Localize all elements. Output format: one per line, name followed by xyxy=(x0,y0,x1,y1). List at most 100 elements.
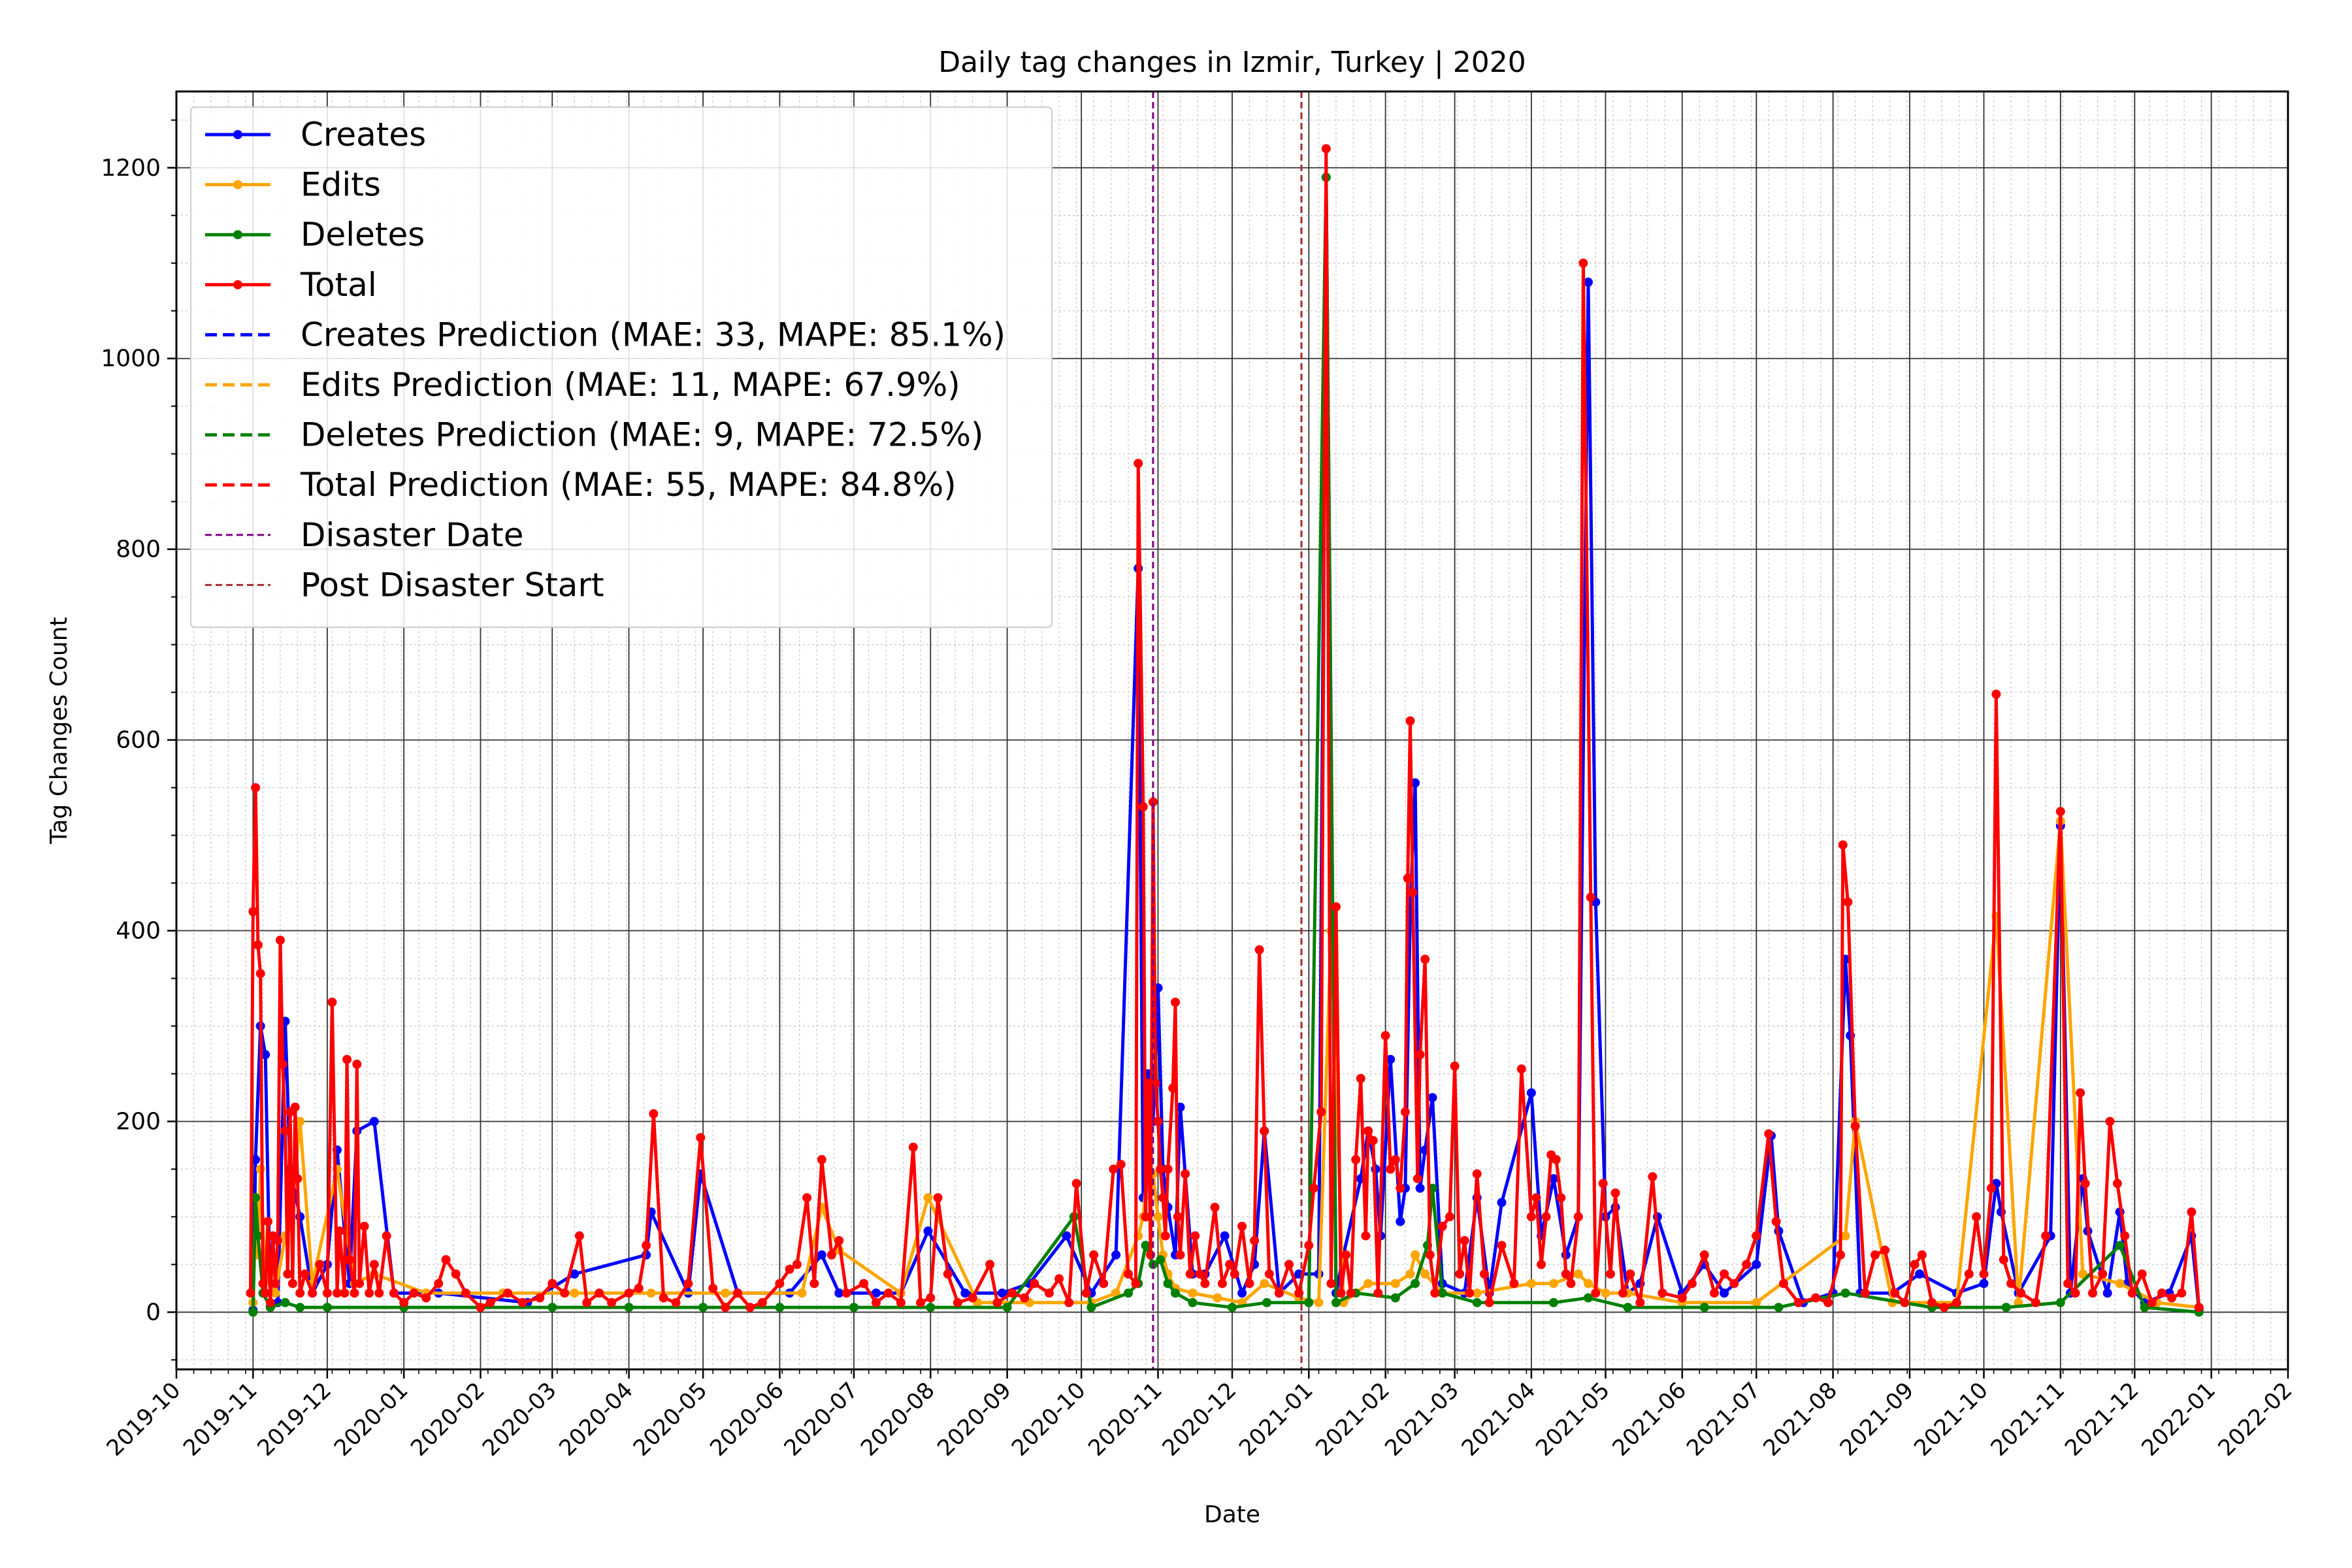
data-point-total xyxy=(1917,1250,1927,1260)
data-point-total xyxy=(1200,1279,1210,1288)
data-point-total xyxy=(1710,1288,1719,1298)
data-point-total xyxy=(1425,1250,1435,1260)
data-point-total xyxy=(2016,1288,2026,1298)
data-point-total xyxy=(1573,1212,1583,1222)
data-point-edits xyxy=(1472,1288,1482,1298)
data-point-total xyxy=(434,1279,444,1288)
data-point-total xyxy=(258,1279,268,1288)
data-point-deletes xyxy=(1437,1288,1447,1298)
legend-label: Deletes xyxy=(301,216,425,253)
data-point-creates xyxy=(1584,277,1593,287)
data-point-deletes xyxy=(2115,1241,2125,1250)
data-point-total xyxy=(908,1142,918,1152)
data-point-total xyxy=(1237,1222,1247,1231)
data-point-edits xyxy=(1364,1279,1373,1288)
data-point-total xyxy=(1687,1279,1697,1288)
data-point-total xyxy=(352,1059,362,1069)
event-lines xyxy=(1152,91,1303,1369)
data-point-total xyxy=(916,1298,926,1307)
data-point-total xyxy=(355,1279,365,1288)
data-point-deletes xyxy=(1156,1255,1166,1265)
data-point-total xyxy=(1635,1298,1645,1307)
legend-label: Total Prediction (MAE: 55, MAPE: 84.8%) xyxy=(300,466,956,504)
data-point-total xyxy=(1361,1231,1371,1241)
data-point-total xyxy=(1254,945,1264,955)
data-point-deletes xyxy=(1188,1298,1198,1307)
data-point-total xyxy=(733,1288,743,1298)
data-point-total xyxy=(943,1269,953,1279)
data-point-total xyxy=(1415,1050,1425,1060)
data-point-edits xyxy=(270,1288,280,1298)
data-point-total xyxy=(721,1303,730,1313)
data-point-total xyxy=(1054,1274,1064,1284)
data-point-total xyxy=(335,1226,344,1236)
data-point-total xyxy=(315,1260,325,1269)
data-point-total xyxy=(2006,1279,2016,1288)
data-point-total xyxy=(409,1288,419,1298)
data-point-deletes xyxy=(2055,1298,2065,1307)
legend-label: Creates xyxy=(301,116,426,154)
data-point-edits xyxy=(1260,1279,1269,1288)
data-point-total xyxy=(1386,1164,1396,1174)
data-point-total xyxy=(2088,1288,2097,1298)
data-point-total xyxy=(2120,1231,2130,1241)
data-point-total xyxy=(1190,1231,1200,1241)
data-point-edits xyxy=(1390,1279,1400,1288)
data-point-edits xyxy=(570,1288,580,1298)
data-point-total xyxy=(1586,892,1595,902)
data-point-total xyxy=(1838,840,1848,850)
legend-label: Post Disaster Start xyxy=(301,566,604,604)
data-point-total xyxy=(671,1298,681,1307)
data-point-total xyxy=(1175,1250,1185,1260)
legend-marker xyxy=(233,180,242,189)
data-point-total xyxy=(382,1231,391,1241)
data-point-total xyxy=(696,1133,706,1143)
data-point-creates xyxy=(1415,1183,1425,1193)
data-point-total xyxy=(683,1279,693,1288)
data-point-total xyxy=(1720,1269,1729,1279)
data-point-total xyxy=(517,1298,527,1307)
data-point-total xyxy=(883,1288,893,1298)
data-point-total xyxy=(708,1283,718,1293)
data-point-total xyxy=(1843,897,1853,907)
data-point-total xyxy=(1729,1279,1739,1288)
data-point-total xyxy=(1455,1269,1465,1279)
data-point-total xyxy=(248,907,258,917)
data-point-total xyxy=(1618,1288,1627,1298)
data-point-total xyxy=(273,1235,283,1245)
data-point-total xyxy=(792,1260,802,1269)
data-point-total xyxy=(461,1288,470,1298)
data-point-total xyxy=(265,1298,275,1307)
data-point-total xyxy=(1245,1279,1254,1288)
data-point-total xyxy=(1752,1231,1761,1241)
data-point-total xyxy=(340,1288,350,1298)
legend-label: Edits xyxy=(301,166,381,204)
data-point-total xyxy=(1284,1260,1294,1269)
data-point-total xyxy=(745,1303,755,1313)
data-point-edits xyxy=(1840,1231,1850,1241)
data-point-total xyxy=(485,1298,495,1307)
data-point-creates xyxy=(2102,1288,2112,1298)
data-point-total xyxy=(1071,1179,1081,1188)
data-point-deletes xyxy=(1840,1288,1850,1298)
data-point-total xyxy=(1368,1135,1378,1145)
data-point-total xyxy=(826,1250,836,1260)
data-point-creates xyxy=(1062,1231,1071,1241)
data-point-total xyxy=(251,783,261,792)
data-point-creates xyxy=(834,1288,844,1298)
data-point-total xyxy=(1153,1117,1163,1126)
data-point-creates xyxy=(1396,1217,1405,1226)
data-point-total xyxy=(834,1235,844,1245)
data-point-total xyxy=(1870,1250,1880,1260)
legend-label: Creates Prediction (MAE: 33, MAPE: 85.1%… xyxy=(301,316,1005,353)
data-point-creates xyxy=(1549,1174,1558,1184)
data-point-total xyxy=(344,1255,354,1265)
data-point-total xyxy=(1321,144,1331,154)
data-point-total xyxy=(2076,1088,2085,1098)
legend-item-edits-5: Edits Prediction (MAE: 11, MAPE: 67.9%) xyxy=(205,366,960,404)
data-point-total xyxy=(1173,1212,1183,1222)
legend-box xyxy=(190,106,1053,628)
data-point-total xyxy=(283,1269,293,1279)
data-point-total xyxy=(1304,1241,1314,1250)
